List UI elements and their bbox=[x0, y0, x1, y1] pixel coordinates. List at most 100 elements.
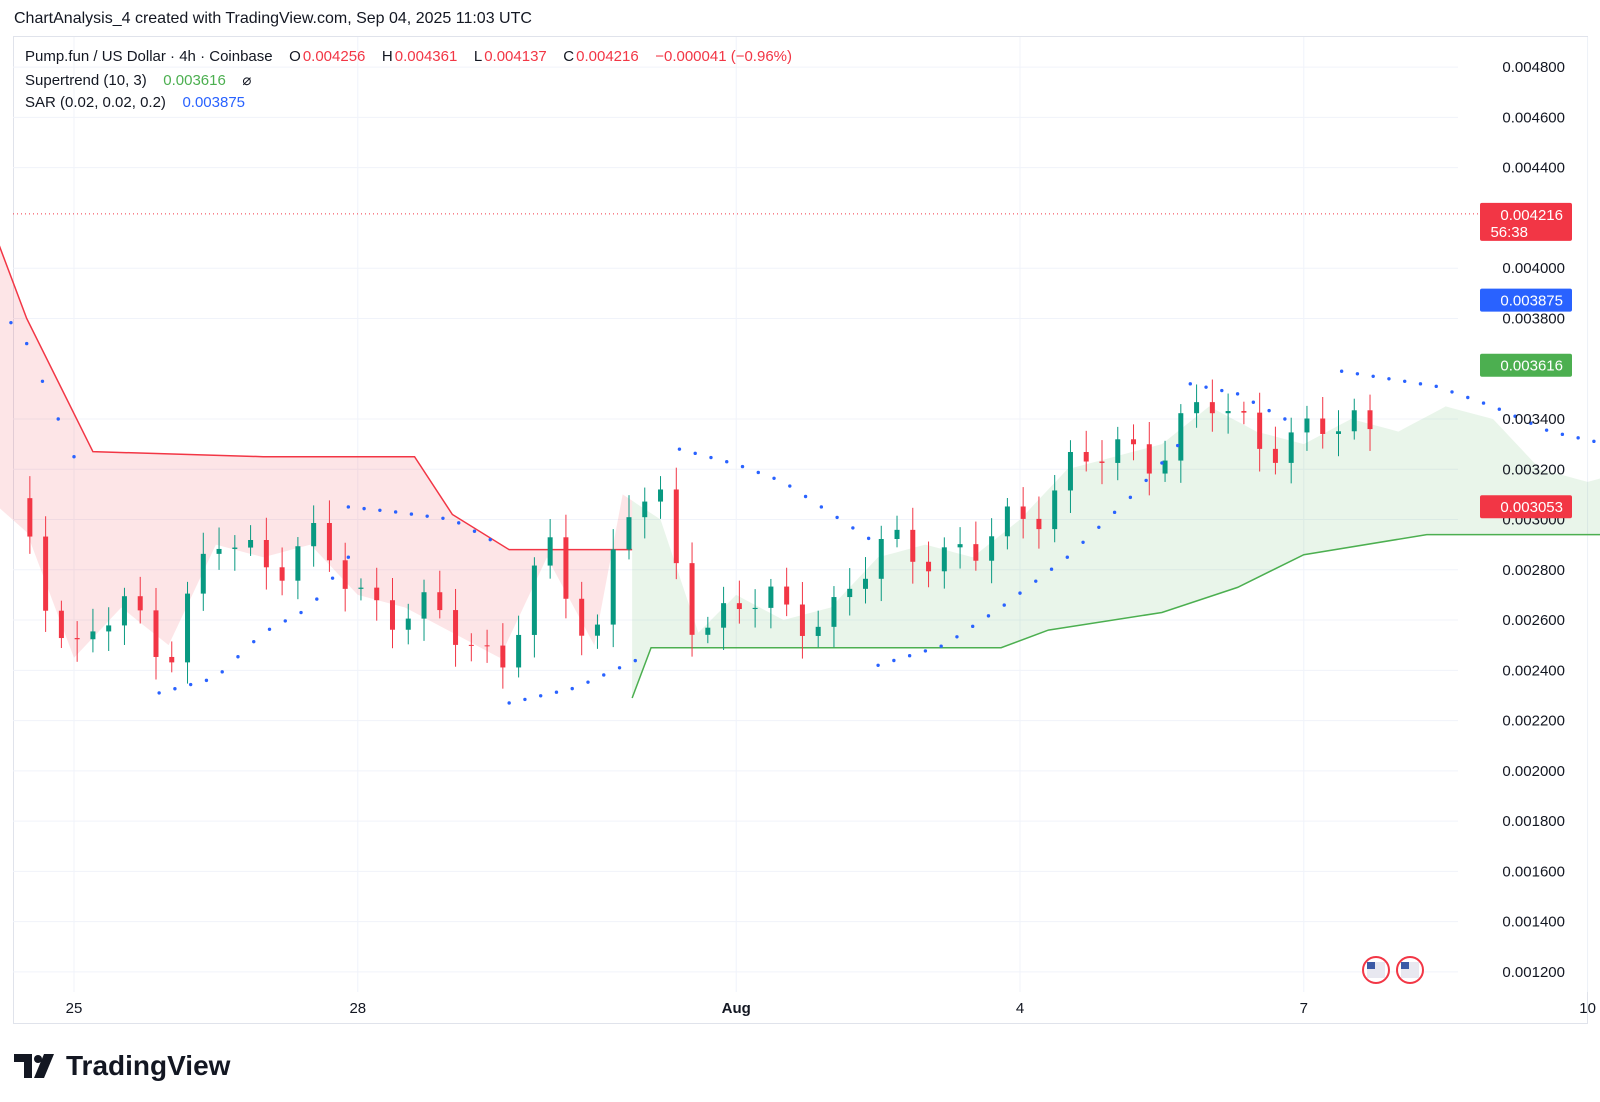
candle-body bbox=[121, 596, 127, 626]
sar-dot bbox=[725, 460, 729, 464]
sar-dot bbox=[1560, 432, 1565, 437]
sar-dot bbox=[1339, 369, 1344, 373]
candle-body bbox=[878, 539, 884, 579]
candle-body bbox=[689, 563, 695, 635]
sar-dot bbox=[488, 537, 492, 542]
symbol-title: Pump.fun / US Dollar · 4h · Coinbase bbox=[25, 48, 273, 65]
y-tick-label: 0.001200 bbox=[1502, 964, 1565, 981]
sar-dot bbox=[346, 505, 351, 509]
event-flags[interactable] bbox=[1362, 956, 1424, 984]
sar-dot bbox=[1002, 603, 1006, 607]
sar-dot bbox=[955, 635, 959, 639]
candle-body bbox=[941, 547, 947, 572]
candle-body bbox=[248, 540, 254, 548]
supertrend-fill bbox=[0, 247, 1600, 698]
candle-body bbox=[1020, 506, 1026, 519]
sar-dot bbox=[1387, 377, 1391, 381]
candle-body bbox=[1131, 439, 1137, 445]
candle-body bbox=[736, 603, 742, 610]
candle-body bbox=[405, 618, 411, 630]
symbol-legend[interactable]: Pump.fun / US Dollar · 4h · Coinbase O 0.… bbox=[25, 48, 794, 65]
sar-dot bbox=[1513, 414, 1517, 418]
supertrend-fill-down bbox=[0, 247, 633, 658]
brand-name: TradingView bbox=[66, 1050, 231, 1081]
price-badge bbox=[1480, 495, 1572, 519]
supertrend-legend[interactable]: Supertrend (10, 3) 0.003616 ⌀ bbox=[25, 71, 253, 89]
sar-dot bbox=[252, 639, 256, 644]
candle-body bbox=[957, 544, 963, 548]
sar-dot bbox=[907, 654, 912, 658]
us-flag-event-icon-canton bbox=[1401, 962, 1409, 969]
candle-body bbox=[563, 537, 569, 599]
sar-dot bbox=[554, 690, 559, 694]
candle-body bbox=[1304, 418, 1310, 433]
candle-body bbox=[263, 540, 269, 568]
sar-dot bbox=[1235, 392, 1240, 396]
candle-body bbox=[815, 626, 821, 636]
candle-body bbox=[311, 523, 317, 547]
candle-body bbox=[1115, 439, 1121, 463]
sar-dot bbox=[740, 464, 745, 469]
y-tick-label: 0.003200 bbox=[1502, 461, 1565, 478]
sar-dot bbox=[602, 673, 606, 677]
sar-dot bbox=[633, 658, 637, 663]
candle-body bbox=[784, 586, 790, 605]
sar-legend[interactable]: SAR (0.02, 0.02, 0.2) 0.003875 bbox=[25, 94, 247, 111]
y-tick-label: 0.002200 bbox=[1502, 713, 1565, 730]
candle-body bbox=[1288, 432, 1294, 463]
sar-dot bbox=[570, 686, 574, 691]
price-badge-label: 0.003053 bbox=[1500, 499, 1563, 516]
price-badge bbox=[1480, 202, 1572, 241]
candle-body bbox=[437, 592, 443, 611]
price-badge bbox=[1480, 288, 1572, 312]
candle-body bbox=[342, 560, 348, 589]
candle-body bbox=[547, 537, 553, 566]
y-tick-label: 0.001600 bbox=[1502, 863, 1565, 880]
sar-dot bbox=[709, 455, 713, 460]
candle-body bbox=[295, 546, 301, 581]
us-flag-event-icon-canton bbox=[1367, 962, 1375, 969]
candle-body bbox=[894, 529, 900, 540]
sar-dot bbox=[1497, 407, 1502, 411]
sar-dot bbox=[457, 521, 461, 525]
hidden-eye-icon[interactable]: ⌀ bbox=[242, 72, 252, 89]
sar-dot bbox=[1450, 390, 1454, 394]
x-tick-label: 25 bbox=[66, 1000, 83, 1017]
candle-body bbox=[468, 644, 474, 646]
candle-body bbox=[1162, 460, 1168, 474]
candle-body bbox=[1257, 412, 1263, 449]
candle-body bbox=[1272, 448, 1278, 463]
sar-dot bbox=[1371, 374, 1375, 378]
candle-body bbox=[1320, 418, 1326, 434]
sar-dot bbox=[40, 379, 45, 384]
candle-body bbox=[90, 631, 96, 640]
sar-dot bbox=[1418, 382, 1423, 386]
sar-dot bbox=[393, 510, 398, 514]
sar-dot bbox=[693, 451, 697, 456]
sar-dot bbox=[330, 576, 335, 580]
candle-body bbox=[484, 645, 490, 647]
y-tick-label: 0.002800 bbox=[1502, 562, 1565, 579]
sar-dot bbox=[204, 678, 209, 683]
sar-dot bbox=[892, 658, 896, 663]
candle-body bbox=[1351, 410, 1357, 432]
candle-body bbox=[642, 501, 648, 518]
sar-dot bbox=[1204, 385, 1208, 389]
price-badge bbox=[1480, 353, 1572, 377]
sar-dot bbox=[283, 619, 287, 623]
candle-body bbox=[1052, 490, 1058, 530]
low-value: 0.004137 bbox=[484, 48, 547, 65]
sar-dot bbox=[803, 494, 808, 499]
sar-dot bbox=[507, 701, 511, 705]
candle-body bbox=[421, 592, 427, 619]
candle-body bbox=[43, 536, 49, 611]
candle-body bbox=[1209, 402, 1215, 414]
candle-body bbox=[1083, 452, 1089, 462]
candle-body bbox=[579, 598, 585, 636]
sar-dot bbox=[677, 447, 682, 451]
candle-body bbox=[768, 586, 774, 608]
candle-body bbox=[721, 603, 727, 628]
sar-dot bbox=[1175, 443, 1180, 448]
